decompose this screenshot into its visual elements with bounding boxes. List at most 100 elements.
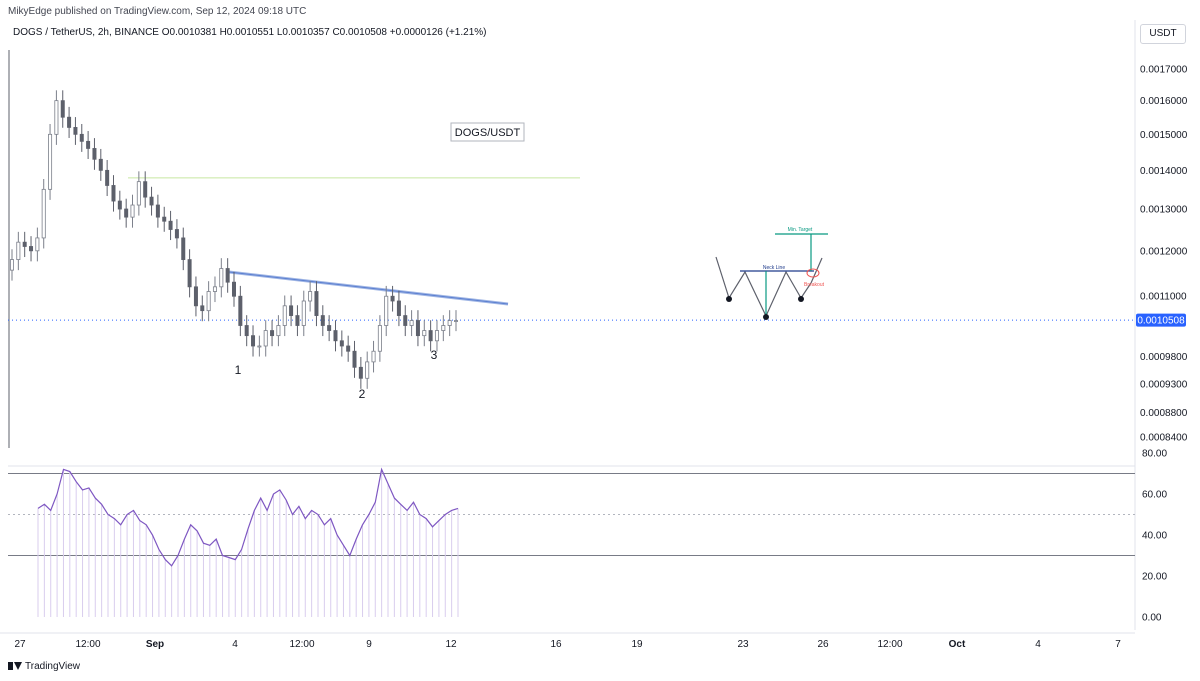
rsi-histogram	[37, 469, 459, 617]
price-tick-6: 0.0011000	[1140, 292, 1187, 303]
candle-body	[79, 133, 84, 142]
candle-body	[403, 315, 408, 326]
candle-body	[35, 237, 40, 252]
candle-body	[447, 320, 452, 326]
candle-body	[200, 305, 205, 312]
candle-body	[219, 268, 224, 288]
candlestick-series[interactable]	[9, 90, 458, 389]
rsi-tick-2: 40.00	[1142, 531, 1167, 542]
candle-body	[162, 216, 167, 222]
candle-body	[263, 330, 268, 347]
currency-badge[interactable]: USDT	[1140, 24, 1186, 44]
candle-body	[352, 350, 357, 368]
time-tick-8: 19	[631, 639, 643, 650]
time-tick-14: 7	[1115, 639, 1121, 650]
price-axis[interactable]: 0.0017000 0.0016000 0.0015000 0.0014000 0.00…	[1140, 65, 1188, 444]
candle-body	[193, 286, 198, 307]
time-tick-0: 27	[14, 639, 26, 650]
last-price-value: 0.0010508	[1137, 316, 1185, 327]
candle-body	[428, 330, 433, 342]
candle-body	[92, 148, 97, 160]
candle-body	[181, 237, 186, 260]
rsi-tick-3: 20.00	[1142, 572, 1167, 583]
chart-title-box[interactable]	[450, 122, 525, 142]
candle-body	[377, 325, 382, 352]
candle-body	[358, 366, 363, 379]
time-tick-5: 9	[366, 639, 372, 650]
candle-body	[168, 220, 173, 230]
min-target-label: Min. Target	[788, 227, 813, 233]
price-tick-9: 0.0008800	[1140, 408, 1188, 419]
time-tick-6: 12	[445, 639, 457, 650]
candle-body	[54, 100, 59, 135]
candle-body	[212, 286, 217, 292]
candle-body	[174, 229, 179, 239]
candle-body	[130, 204, 135, 218]
time-tick-13: 4	[1035, 639, 1041, 650]
time-tick-9: 23	[737, 639, 749, 650]
candle-body	[320, 315, 325, 326]
price-tick-8: 0.0009300	[1140, 379, 1188, 390]
candle-body	[409, 320, 414, 326]
candle-body	[390, 295, 395, 302]
candle-body	[124, 208, 129, 218]
candle-body	[206, 291, 211, 312]
candle-body	[308, 291, 313, 302]
tradingview-logo[interactable]: TradingView	[8, 661, 80, 672]
time-tick-11: 12:00	[877, 639, 902, 650]
candle-body	[441, 325, 446, 331]
publisher-line: MikyEdge published on TradingView.com, S…	[8, 6, 307, 17]
candle-body	[327, 325, 332, 331]
candle-body	[295, 315, 300, 326]
candle-body	[289, 305, 294, 316]
symbol-ohlc-line[interactable]: DOGS / TetherUS, 2h, BINANCE O0.0010381 …	[13, 27, 487, 38]
resistance-line-core	[228, 271, 509, 305]
rsi-bands	[8, 473, 1135, 556]
pattern-diagram[interactable]: Neck Line Min. Target Breakout	[715, 227, 828, 320]
candle-body	[149, 196, 154, 206]
time-axis[interactable]: 27 12:00 Sep 4 12:00 9 12 16 19 23 26 12:00 Oct 4 7	[14, 639, 1121, 650]
tradingview-logo-icon	[8, 662, 22, 671]
candle-body	[143, 181, 148, 198]
candle-body	[257, 345, 262, 348]
price-tick-10: 0.0008400	[1140, 433, 1188, 444]
candle-body	[333, 330, 338, 342]
candle-body	[86, 140, 91, 149]
candle-body	[111, 185, 116, 202]
candle-body	[384, 295, 389, 326]
time-tick-4: 12:00	[289, 639, 314, 650]
candle-body	[187, 259, 192, 288]
candle-body	[371, 350, 376, 363]
price-tick-5: 0.0012000	[1140, 246, 1188, 257]
time-tick-2: Sep	[146, 639, 164, 650]
rsi-tick-0: 80.00	[1142, 449, 1167, 460]
time-tick-7: 16	[550, 639, 562, 650]
rsi-axis[interactable]: 80.00 60.00 40.00 20.00 0.00	[1142, 449, 1167, 624]
price-tick-2: 0.0015000	[1140, 130, 1188, 141]
rsi-line[interactable]	[37, 467, 459, 567]
candle-body	[41, 188, 46, 239]
rsi-tick-4: 0.00	[1142, 613, 1162, 624]
candle-body	[155, 204, 160, 218]
swing-label-3: 3	[431, 348, 438, 362]
price-tick-7: 0.0009800	[1140, 352, 1188, 363]
candle-body	[339, 340, 344, 347]
candle-body	[453, 320, 458, 322]
neck-line-label: Neck Line	[763, 265, 785, 271]
last-price-tag[interactable]	[1136, 313, 1186, 327]
candle-body	[16, 241, 21, 260]
pattern-point-1	[726, 296, 732, 302]
chart-title: DOGS/USDT	[455, 127, 521, 139]
candle-body	[117, 200, 122, 210]
candle-body	[422, 330, 427, 337]
candle-body	[136, 181, 141, 206]
candle-body	[415, 320, 420, 337]
candle-body	[29, 246, 34, 252]
candle-body	[251, 335, 256, 347]
candle-body	[60, 100, 65, 118]
candle-body	[301, 300, 306, 326]
candle-body	[244, 325, 249, 337]
pattern-breakout-leg	[810, 257, 823, 284]
candle-body	[238, 295, 243, 326]
